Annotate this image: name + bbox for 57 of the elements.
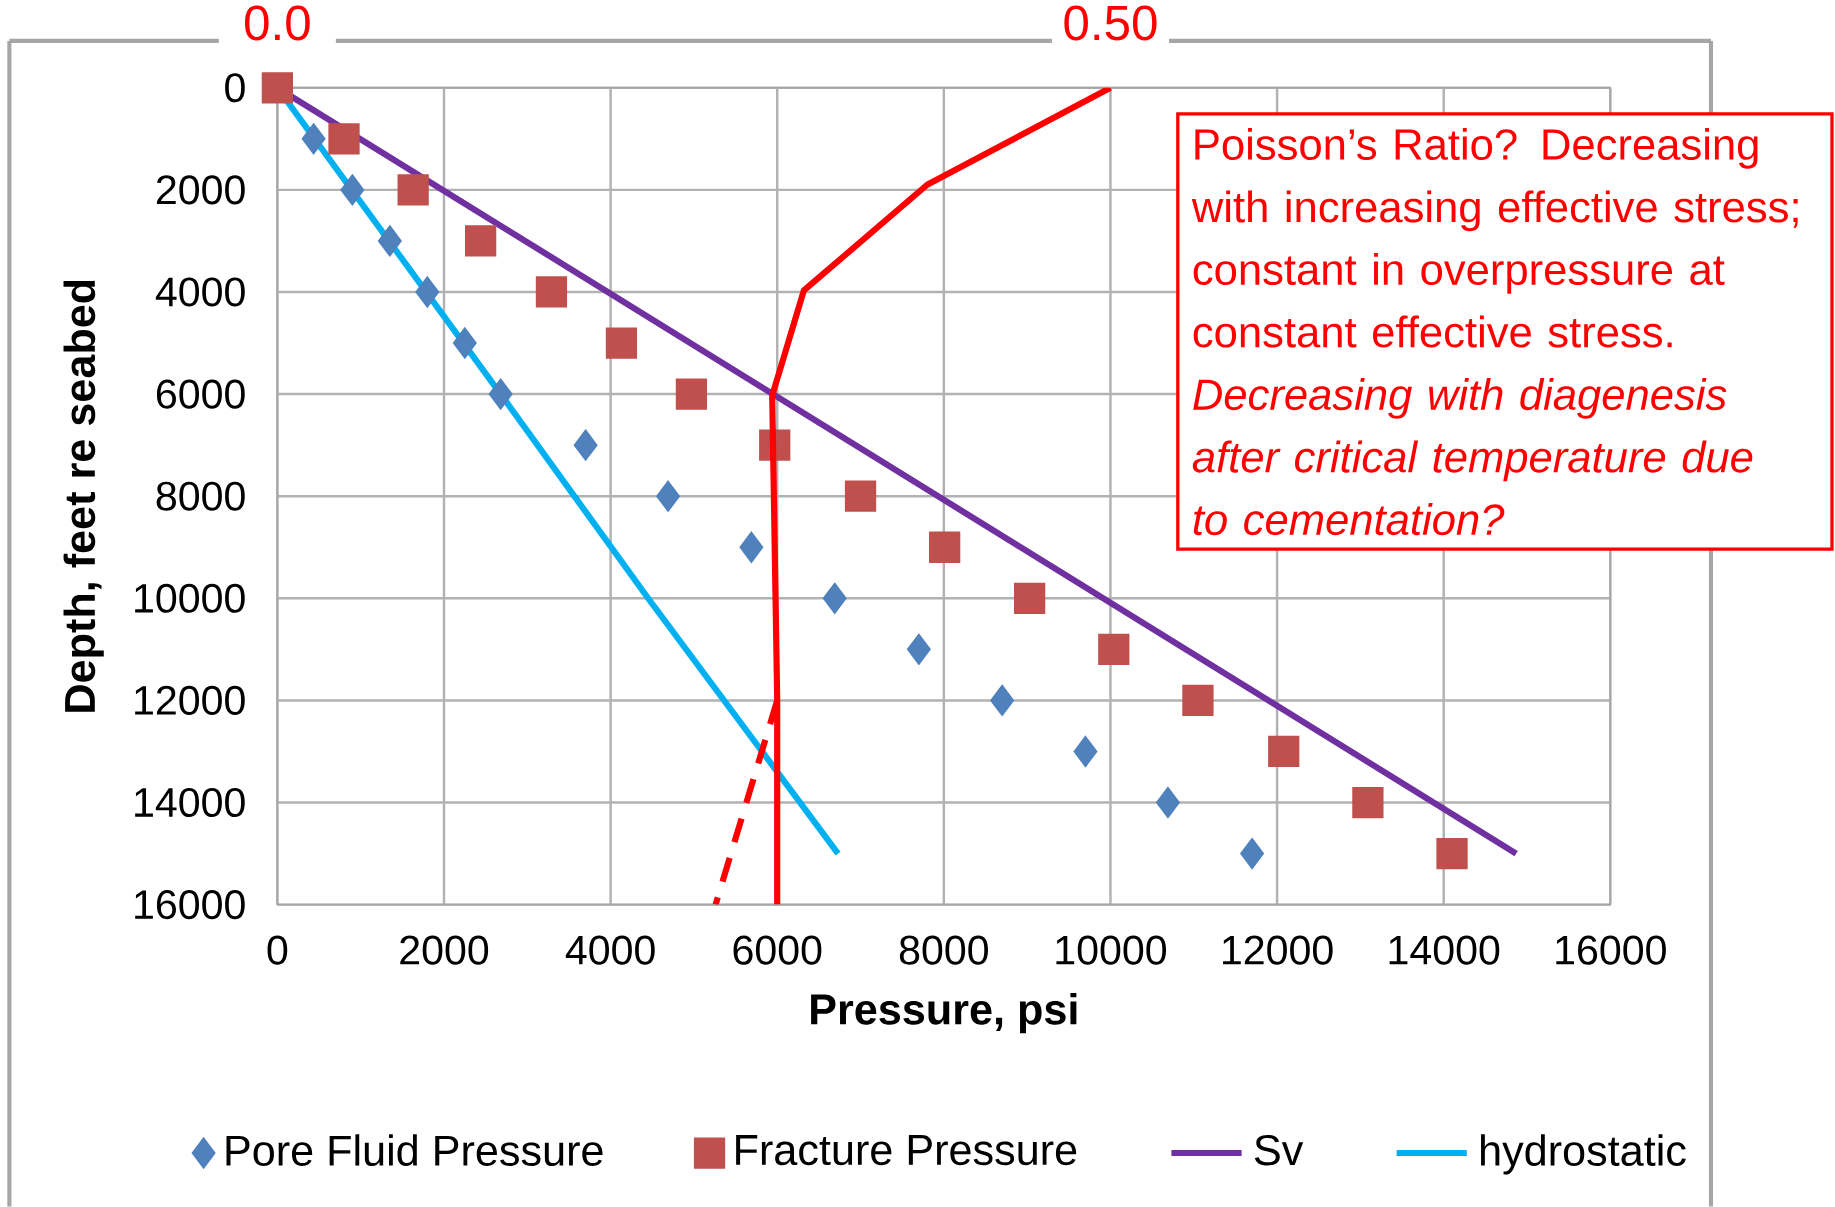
point — [990, 684, 1015, 717]
point — [1268, 736, 1300, 768]
point — [340, 174, 365, 206]
y-tick-label: 6000 — [156, 379, 245, 409]
y-tick-label: 2000 — [156, 175, 245, 205]
point — [328, 123, 360, 155]
point — [1098, 633, 1130, 666]
x-tick-label: 16000 — [1556, 935, 1666, 965]
point — [397, 174, 429, 206]
point — [929, 531, 961, 564]
point — [465, 225, 497, 257]
y-tick-label: 4000 — [155, 277, 245, 307]
y-tick-label: 12000 — [135, 686, 245, 716]
point — [377, 225, 402, 257]
point — [1436, 838, 1468, 870]
y-tick-label: 8000 — [156, 481, 245, 511]
point — [1240, 838, 1265, 870]
point — [906, 633, 931, 666]
point — [675, 378, 708, 410]
point — [452, 327, 477, 359]
y-tick-label: 10000 — [135, 583, 245, 614]
point — [1182, 684, 1214, 717]
point — [488, 378, 513, 410]
x-tick-label: 14000 — [1389, 935, 1500, 965]
legend-label: Pore Fluid Pressure — [226, 1134, 603, 1167]
x-axis-title: Pressure, psi — [811, 993, 1077, 1034]
x-tick-label: 10000 — [1056, 935, 1167, 965]
x-tick-label: 6000 — [733, 935, 822, 965]
point — [1014, 582, 1046, 615]
point — [261, 72, 294, 104]
point — [1352, 787, 1384, 819]
y-tick-label: 16000 — [135, 890, 245, 920]
annotation: Poisson’s Ratio? Decreasing with increasing effective stress; constant in overpressure at constant effective stress. Decreasing with diagenesis after critical temperature due to cementation? — [1191, 128, 1798, 536]
point — [844, 480, 877, 513]
x2-tick-label: 0.0 — [244, 5, 310, 41]
legend-label: hydrostatic — [1481, 1134, 1686, 1175]
x2-tick-label: 0.50 — [1064, 5, 1157, 41]
point — [1156, 787, 1180, 819]
y-tick-label: 0 — [225, 73, 245, 103]
y-axis-title: Depth, feet re seabed — [63, 280, 104, 712]
point — [573, 429, 598, 461]
point — [415, 276, 440, 308]
point — [822, 582, 847, 615]
legend-label: Sv — [1254, 1135, 1304, 1166]
x-tick-label: 8000 — [899, 935, 988, 965]
point — [739, 531, 764, 564]
legend-label: Fracture Pressure — [736, 1135, 1077, 1166]
x-tick-label: 12000 — [1223, 935, 1333, 965]
y-tick-label: 14000 — [135, 788, 245, 818]
point — [605, 327, 638, 359]
x-tick-label: 0 — [267, 935, 288, 965]
point — [656, 480, 681, 513]
point — [1073, 736, 1098, 768]
x-tick-label: 2000 — [400, 935, 489, 965]
point — [301, 123, 326, 155]
x-tick-label: 4000 — [565, 935, 655, 965]
point — [535, 276, 568, 308]
